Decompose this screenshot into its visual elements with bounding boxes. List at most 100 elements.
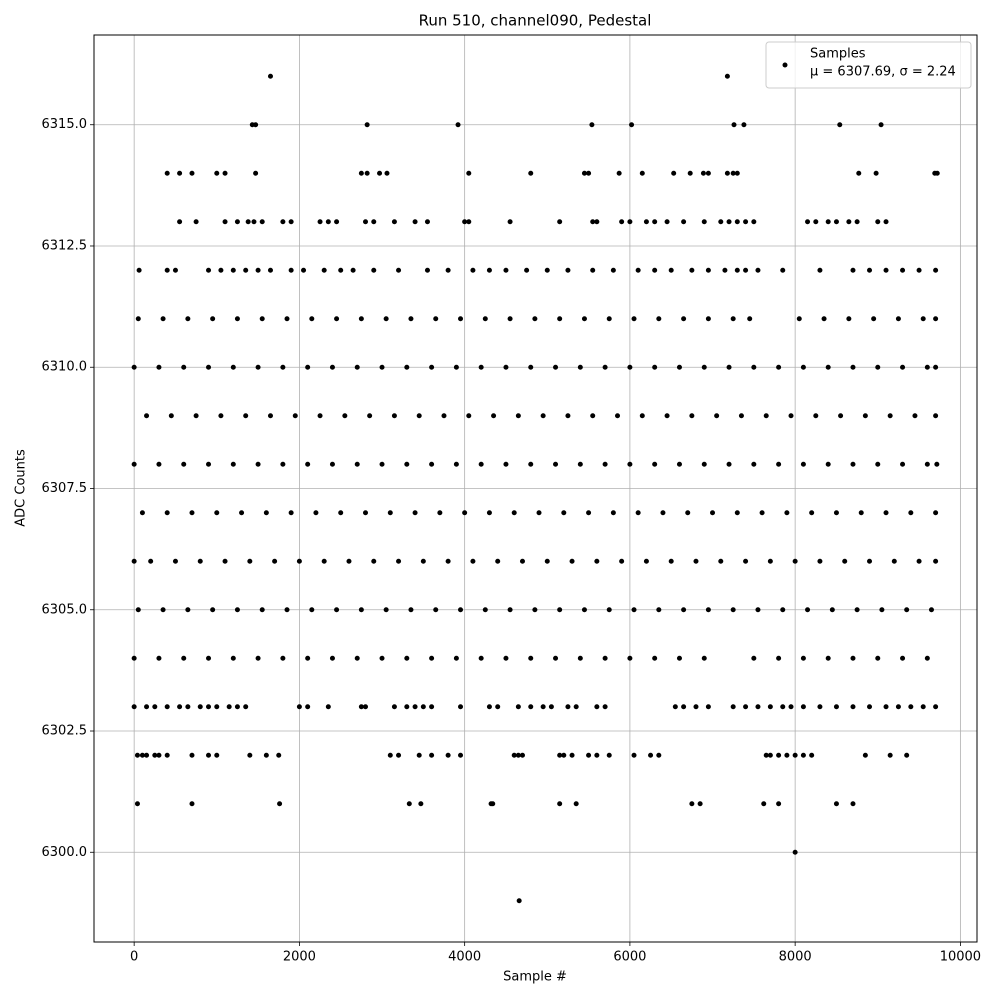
point <box>267 73 273 79</box>
y-tick-label: 6310.0 <box>42 360 88 375</box>
point <box>850 364 856 370</box>
point <box>234 607 240 613</box>
point <box>565 704 571 710</box>
point <box>738 413 744 419</box>
point <box>705 704 711 710</box>
point <box>705 607 711 613</box>
point <box>354 655 360 661</box>
point <box>660 510 666 516</box>
point <box>908 510 914 516</box>
point <box>767 558 773 564</box>
point <box>391 219 397 225</box>
point <box>586 510 592 516</box>
point <box>817 267 823 273</box>
point <box>301 267 307 273</box>
point <box>210 316 216 322</box>
point <box>156 655 162 661</box>
point <box>685 510 691 516</box>
point <box>616 170 622 176</box>
point <box>854 219 860 225</box>
point <box>590 219 596 225</box>
point <box>627 219 633 225</box>
point <box>218 413 224 419</box>
point <box>507 607 513 613</box>
point <box>528 655 534 661</box>
point <box>139 752 145 758</box>
point <box>243 413 249 419</box>
point <box>730 316 736 322</box>
point <box>867 558 873 564</box>
point <box>288 219 294 225</box>
point <box>701 364 707 370</box>
legend-box <box>765 41 972 89</box>
point <box>478 655 484 661</box>
point <box>656 752 662 758</box>
point <box>470 558 476 564</box>
point <box>210 607 216 613</box>
point <box>334 607 340 613</box>
point <box>358 607 364 613</box>
point <box>429 655 435 661</box>
point <box>664 413 670 419</box>
point <box>714 413 720 419</box>
point <box>557 752 563 758</box>
point <box>429 752 435 758</box>
point <box>503 655 509 661</box>
point <box>825 219 831 225</box>
point <box>239 510 245 516</box>
legend-marker <box>782 62 788 68</box>
point <box>445 558 451 564</box>
point <box>833 510 839 516</box>
point <box>701 655 707 661</box>
point <box>933 558 939 564</box>
point <box>850 801 856 807</box>
point <box>251 219 257 225</box>
point <box>668 267 674 273</box>
point <box>230 461 236 467</box>
x-tick-label: 0 <box>130 950 138 965</box>
point <box>817 558 823 564</box>
point <box>743 219 749 225</box>
point <box>788 413 794 419</box>
x-axis-label: Sample # <box>503 970 567 985</box>
point <box>577 364 583 370</box>
point <box>363 219 369 225</box>
point <box>730 704 736 710</box>
point <box>780 704 786 710</box>
point <box>412 510 418 516</box>
point <box>416 413 422 419</box>
point <box>437 510 443 516</box>
x-tick-label: 4000 <box>448 950 481 965</box>
point <box>148 558 154 564</box>
point <box>792 752 798 758</box>
point <box>346 558 352 564</box>
point <box>689 413 695 419</box>
point <box>629 122 635 128</box>
point <box>226 704 232 710</box>
point <box>222 219 228 225</box>
point <box>495 704 501 710</box>
point <box>234 316 240 322</box>
point <box>156 364 162 370</box>
point <box>627 364 633 370</box>
point <box>152 752 158 758</box>
point <box>185 607 191 613</box>
point <box>734 267 740 273</box>
point <box>317 219 323 225</box>
point <box>234 219 240 225</box>
point <box>747 316 753 322</box>
point <box>358 704 364 710</box>
point <box>875 461 881 467</box>
point <box>557 607 563 613</box>
point <box>406 801 412 807</box>
point <box>384 170 390 176</box>
point <box>350 267 356 273</box>
point <box>767 704 773 710</box>
point <box>838 413 844 419</box>
point <box>511 752 517 758</box>
point <box>652 219 658 225</box>
point <box>391 413 397 419</box>
point <box>424 219 430 225</box>
point <box>577 655 583 661</box>
point <box>755 607 761 613</box>
